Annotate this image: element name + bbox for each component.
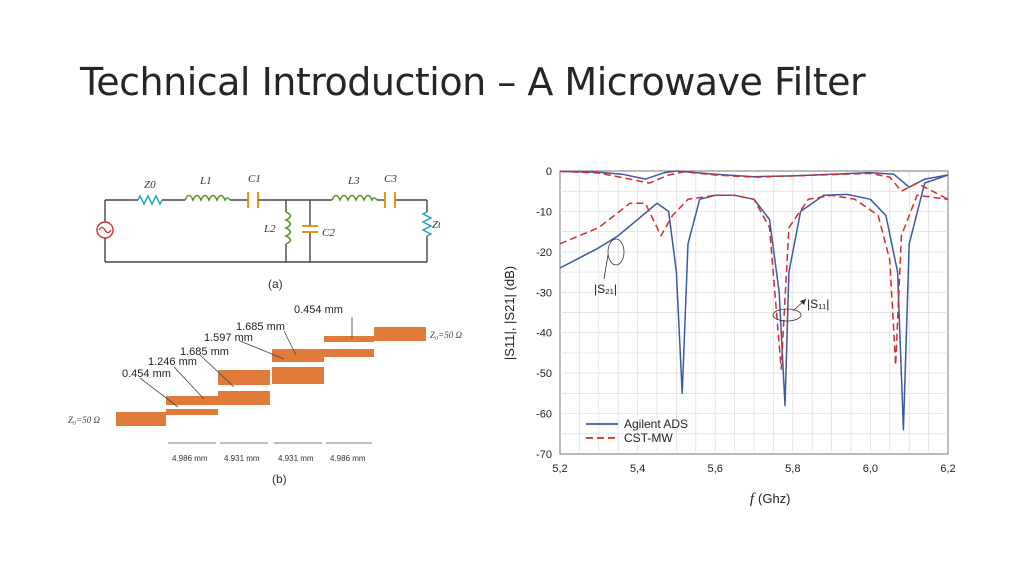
port-label-left: Z₀=50 Ω xyxy=(68,415,100,425)
y-tick-label: -10 xyxy=(536,206,552,218)
y-tick-label: 0 xyxy=(546,166,552,178)
plot-curves xyxy=(559,170,949,431)
strip-port-right xyxy=(374,327,426,341)
x-axis-unit: (Ghz) xyxy=(758,491,791,506)
strip-4 xyxy=(218,370,270,385)
plot-legend: Agilent ADS CST-MW xyxy=(586,417,688,445)
label-z0-right: Z0 xyxy=(432,219,440,231)
s11-annotation: |S₁₁| xyxy=(772,297,829,322)
x-tick-labels: 5,2 5,4 5,6 5,8 6,0 6,2 xyxy=(552,463,955,475)
strip-2 xyxy=(166,396,218,405)
layout-figure: 0.454 mm 1.246 mm 1.685 mm 1.597 mm 1.68… xyxy=(62,295,500,490)
y-tick-label: -60 xyxy=(536,409,552,421)
y-tick-label: -70 xyxy=(536,449,552,461)
resistor-z0-right xyxy=(421,211,433,237)
length-label-2: 4.931 mm xyxy=(224,454,260,463)
circuit-diagram: Z0 L1 C1 L2 C2 L3 C3 Z0 (a) xyxy=(96,173,440,291)
strip-1 xyxy=(166,409,218,415)
legend-label-cst: CST-MW xyxy=(624,431,673,445)
strip-3 xyxy=(218,391,270,405)
microstrip-strips xyxy=(116,327,426,426)
capacitor-c3 xyxy=(384,192,396,208)
sparam-figure: 0 -10 -20 -30 -40 -50 -60 -70 5,2 5,4 5,6 5,8 6,0 6,… xyxy=(500,165,970,515)
label-c1: C1 xyxy=(248,173,261,185)
strip-7 xyxy=(324,349,374,357)
s21-annotation: |S₂₁| xyxy=(594,238,625,296)
y-tick-label: -50 xyxy=(536,368,552,380)
circuit-wires xyxy=(104,199,428,263)
x-tick-label: 5,4 xyxy=(630,463,645,475)
length-label-4: 4.986 mm xyxy=(330,454,366,463)
s21-loop xyxy=(607,238,625,266)
length-label-1: 4.986 mm xyxy=(172,454,208,463)
microstrip-layout: 0.454 mm 1.246 mm 1.685 mm 1.597 mm 1.68… xyxy=(68,304,462,486)
caption-b: (b) xyxy=(272,472,287,486)
inductor-l2 xyxy=(284,211,292,245)
label-l1: L1 xyxy=(199,175,212,187)
s21-label: |S₂₁| xyxy=(594,282,617,296)
plot-grid xyxy=(560,171,948,454)
y-tick-label: -40 xyxy=(536,328,552,340)
strip-6 xyxy=(272,349,324,362)
label-c2: C2 xyxy=(322,227,335,239)
capacitor-c1 xyxy=(247,192,259,208)
strip-8 xyxy=(324,336,374,342)
y-tick-labels: 0 -10 -20 -30 -40 -50 -60 -70 xyxy=(536,166,552,461)
strip-5 xyxy=(272,367,324,384)
caption-a: (a) xyxy=(268,277,283,291)
width-label-1: 0.454 mm xyxy=(122,368,171,380)
label-c3: C3 xyxy=(384,173,397,185)
cst-s11-line xyxy=(559,170,949,200)
length-label-3: 4.931 mm xyxy=(278,454,314,463)
s11-loop xyxy=(772,308,802,322)
y-tick-label: -30 xyxy=(536,287,552,299)
port-label-right: Z₀=50 Ω xyxy=(430,330,462,340)
x-tick-label: 5,2 xyxy=(552,463,567,475)
width-label-2: 1.246 mm xyxy=(148,356,197,368)
y-axis-label: |S11|, |S21| (dB) xyxy=(502,266,517,360)
x-axis-symbol: f xyxy=(750,491,756,507)
ads-s11-line xyxy=(559,170,949,188)
inductor-l1 xyxy=(184,194,231,202)
legend-label-ads: Agilent ADS xyxy=(624,417,688,431)
x-tick-label: 5,8 xyxy=(785,463,800,475)
x-tick-label: 5,6 xyxy=(708,463,723,475)
cst-s21-line xyxy=(559,194,949,370)
strip-port-left xyxy=(116,412,166,426)
s11-label: |S₁₁| xyxy=(807,297,829,311)
circuit-figure: Z0 L1 C1 L2 C2 L3 C3 Z0 (a) xyxy=(90,160,440,300)
width-label-5: 1.685 mm xyxy=(236,321,285,333)
ads-s21-line xyxy=(559,174,949,431)
sparam-plot: 0 -10 -20 -30 -40 -50 -60 -70 5,2 5,4 5,6 5,8 6,0 6,… xyxy=(502,166,956,507)
label-l3: L3 xyxy=(347,175,360,187)
dimension-leaders xyxy=(139,317,353,408)
label-z0-left: Z0 xyxy=(144,179,156,191)
width-label-4: 1.597 mm xyxy=(204,332,253,344)
width-label-6: 0.454 mm xyxy=(294,304,343,316)
inductor-l3 xyxy=(331,194,378,202)
slide-title: Technical Introduction – A Microwave Fil… xyxy=(80,60,866,104)
width-label-3: 1.685 mm xyxy=(180,346,229,358)
capacitor-c2 xyxy=(302,225,318,233)
x-tick-label: 6,0 xyxy=(863,463,878,475)
resistor-z0-left xyxy=(137,194,163,206)
y-tick-label: -20 xyxy=(536,247,552,259)
label-l2: L2 xyxy=(263,223,276,235)
ac-source xyxy=(96,221,114,239)
x-tick-label: 6,2 xyxy=(940,463,955,475)
